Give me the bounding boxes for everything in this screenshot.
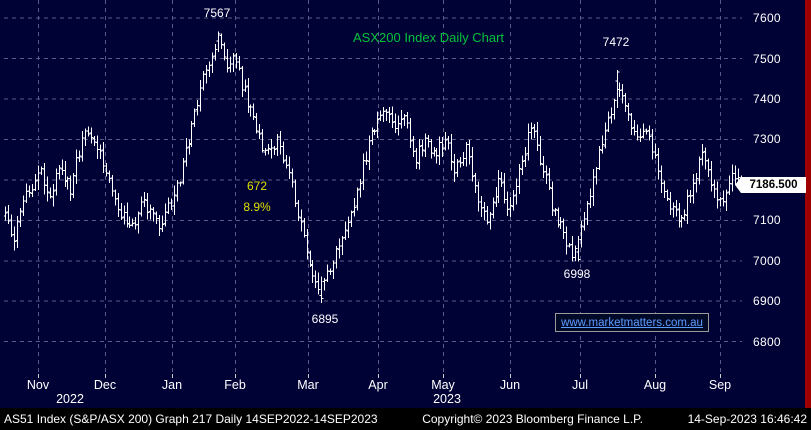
annotation-7472: 7472	[602, 35, 630, 49]
month-label-jun: Jun	[499, 378, 521, 392]
chart-plot-area: ASX200 Index Daily Chart 7567 7472 672 8.9%…	[4, 0, 742, 374]
chart-title: ASX200 Index Daily Chart	[353, 30, 505, 45]
last-price-tag: 7186.500	[741, 177, 806, 193]
month-label-mar: Mar	[297, 378, 319, 392]
y-axis-label-7300: 7300	[753, 132, 781, 146]
month-tick-apr	[378, 374, 379, 378]
ohlc-bars	[4, 31, 742, 304]
annotation-6895: 6895	[311, 312, 339, 326]
month-tick-may	[443, 374, 444, 378]
annotation-672: 672	[246, 179, 268, 193]
month-label-apr: Apr	[368, 378, 388, 392]
y-axis-label-6800: 6800	[753, 335, 781, 349]
y-axis-label-7400: 7400	[753, 92, 781, 106]
y-axis-label-7600: 7600	[753, 11, 781, 25]
month-tick-nov	[38, 374, 39, 378]
month-tick-jul	[580, 374, 581, 378]
time-axis: Nov Dec Jan Feb Mar Apr May Jun Jul Aug Sep 2022 202…	[4, 374, 742, 408]
y-axis-label-7500: 7500	[753, 52, 781, 66]
annotation-89: 8.9%	[243, 200, 271, 214]
month-label-jan: Jan	[161, 378, 183, 392]
status-copyright: Copyright© 2023 Bloomberg Finance L.P.	[422, 412, 643, 426]
chart-canvas[interactable]	[4, 0, 742, 374]
month-label-may: May	[431, 378, 455, 392]
month-tick-jan	[172, 374, 173, 378]
month-label-sep: Sep	[708, 378, 732, 392]
last-price-value: 7186.500	[749, 179, 798, 191]
right-edge-strip	[805, 0, 811, 408]
grid-lines	[4, 0, 742, 374]
month-label-nov: Nov	[26, 378, 50, 392]
status-bar: AS51 Index (S&P/ASX 200) Graph 217 Daily…	[0, 408, 811, 430]
marketmatters-link[interactable]: www.marketmatters.com.au	[561, 316, 703, 329]
month-label-jul: Jul	[572, 378, 588, 392]
marketmatters-link-box[interactable]: www.marketmatters.com.au	[555, 313, 709, 332]
status-timestamp: 14-Sep-2023 16:46:42	[687, 412, 807, 426]
price-axis: 7600 7500 7400 7300 7100 7000 6900 6800	[753, 0, 803, 374]
month-tick-aug	[655, 374, 656, 378]
month-label-aug: Aug	[643, 378, 667, 392]
year-label-2022: 2022	[56, 392, 84, 406]
month-label-dec: Dec	[93, 378, 117, 392]
y-axis-label-7100: 7100	[753, 213, 781, 227]
year-label-2023: 2023	[433, 392, 461, 406]
month-label-feb: Feb	[224, 378, 246, 392]
status-ticker-info: AS51 Index (S&P/ASX 200) Graph 217 Daily…	[4, 412, 378, 426]
month-tick-feb	[235, 374, 236, 378]
annotation-6998: 6998	[563, 267, 591, 281]
y-axis-label-6900: 6900	[753, 294, 781, 308]
month-tick-jun	[510, 374, 511, 378]
annotation-7567: 7567	[203, 6, 231, 20]
month-tick-mar	[308, 374, 309, 378]
month-tick-dec	[105, 374, 106, 378]
month-tick-sep	[720, 374, 721, 378]
y-axis-label-7000: 7000	[753, 254, 781, 268]
